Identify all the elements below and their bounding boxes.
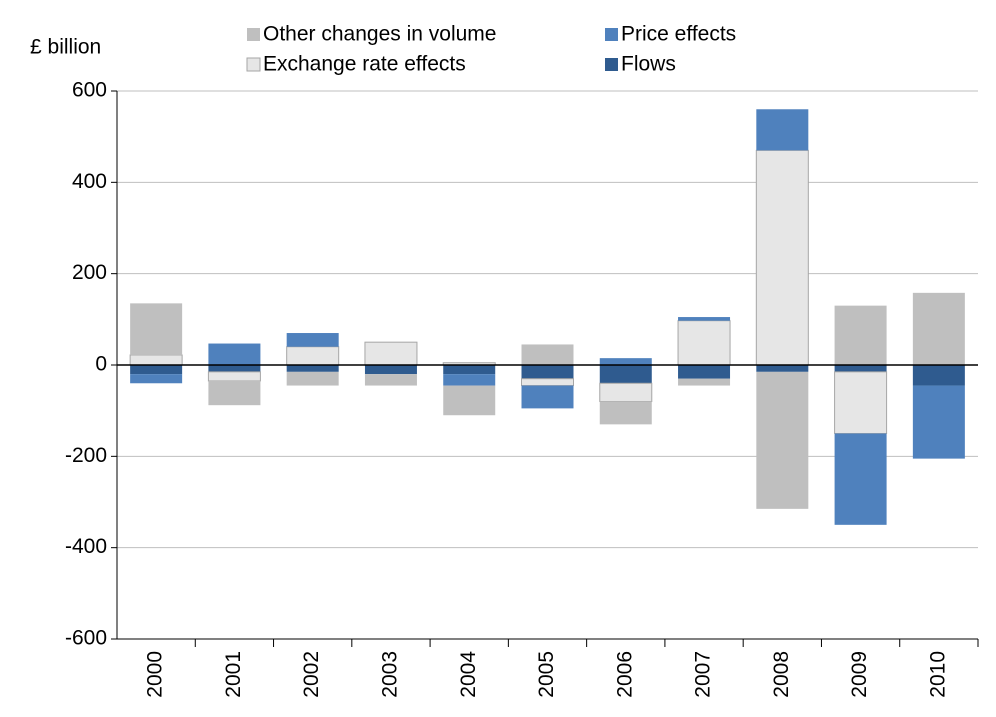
bar-segment xyxy=(834,365,887,372)
bar-segment xyxy=(286,333,339,347)
x-tick-label: 2001 xyxy=(222,651,245,698)
bar-segment xyxy=(130,365,183,375)
bar-segment xyxy=(834,433,887,525)
y-tick-label: 600 xyxy=(72,79,107,102)
bar-segment xyxy=(756,371,809,509)
x-tick-label: 2004 xyxy=(457,651,480,698)
x-tick-label: 2002 xyxy=(300,651,323,698)
bar-segment xyxy=(756,365,809,372)
bar-segment xyxy=(521,385,574,409)
bar-segment xyxy=(834,305,887,365)
bar-segment xyxy=(443,374,496,386)
bar-segment xyxy=(129,354,183,366)
bar-segment xyxy=(130,303,183,355)
y-tick-label: 0 xyxy=(95,353,107,376)
bar-segment xyxy=(521,365,574,379)
legend-label: Price effects xyxy=(621,23,736,46)
bar-segment xyxy=(912,292,965,365)
bar-segment xyxy=(677,320,731,366)
bar-segment xyxy=(834,371,888,435)
y-tick-label: 400 xyxy=(72,170,107,193)
legend-label: Exchange rate effects xyxy=(263,53,466,76)
bar-segment xyxy=(599,365,652,384)
x-tick-label: 2000 xyxy=(144,651,167,698)
y-tick-label: -400 xyxy=(65,535,107,558)
bar-segment xyxy=(912,385,965,459)
x-tick-label: 2009 xyxy=(848,651,871,698)
legend-swatch xyxy=(605,28,618,41)
bar-segment xyxy=(286,371,339,386)
y-tick-label: -200 xyxy=(65,444,107,467)
bar-segment xyxy=(599,401,652,425)
bar-segment xyxy=(599,358,652,365)
x-tick-label: 2003 xyxy=(379,651,402,698)
bar-segment xyxy=(286,346,340,366)
legend-label: Flows xyxy=(621,53,676,76)
bar-segment xyxy=(208,365,261,372)
bar-segment xyxy=(912,365,965,386)
bar-segment xyxy=(678,365,731,379)
x-tick-label: 2008 xyxy=(770,651,793,698)
bar-segment xyxy=(678,378,731,386)
x-tick-label: 2010 xyxy=(926,651,949,698)
bar-segment xyxy=(521,344,574,365)
legend-swatch xyxy=(247,28,260,41)
bar-segment xyxy=(364,365,417,375)
bar-segment xyxy=(443,365,496,375)
legend-label: Other changes in volume xyxy=(263,23,496,46)
bar-segment xyxy=(599,382,653,403)
bar-segment xyxy=(130,374,183,384)
bar-segment xyxy=(678,317,731,321)
x-tick-label: 2007 xyxy=(692,651,715,698)
bar-segment xyxy=(208,380,261,406)
y-tick-label: -600 xyxy=(65,627,107,650)
x-tick-label: 2006 xyxy=(613,651,636,698)
legend-swatch xyxy=(246,57,261,72)
bar-segment xyxy=(207,371,261,382)
bar-segment xyxy=(208,343,261,365)
legend-swatch xyxy=(605,58,618,71)
x-tick-label: 2005 xyxy=(535,651,558,698)
bar-segment xyxy=(364,341,418,366)
bar-segment xyxy=(443,385,496,416)
bar-segment xyxy=(755,149,809,366)
bar-segment xyxy=(521,378,574,387)
y-axis-label: £ billion xyxy=(30,36,101,59)
y-tick-label: 200 xyxy=(72,261,107,284)
bar-segment xyxy=(364,374,417,386)
bar-segment xyxy=(286,365,339,372)
bar-segment xyxy=(756,109,809,151)
